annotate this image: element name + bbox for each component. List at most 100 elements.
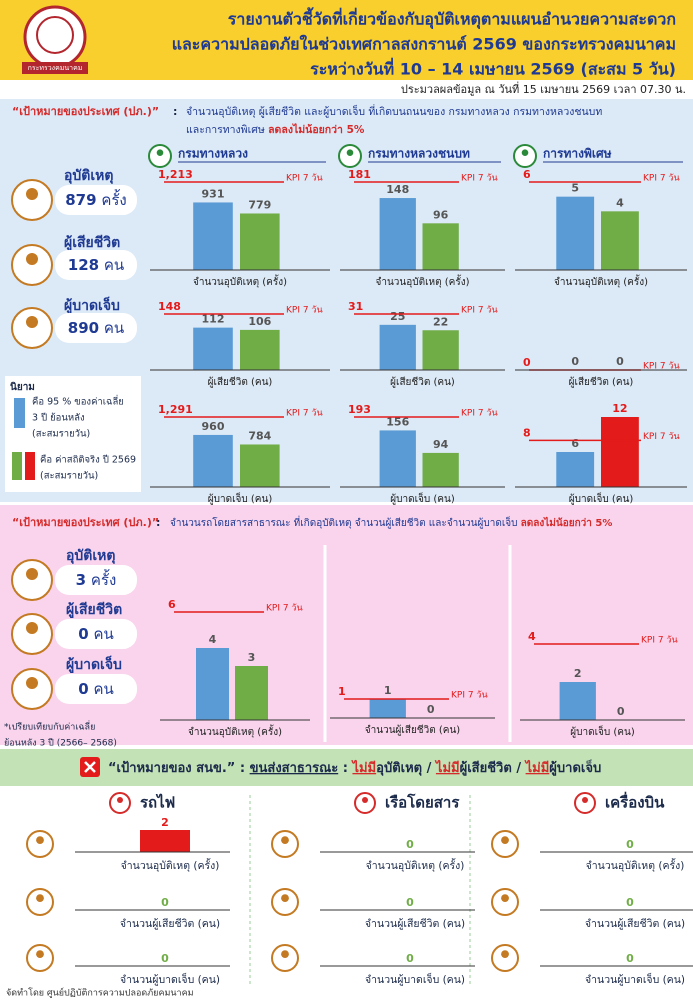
- goal-part: ผู้เสียชีวิต: [460, 760, 512, 776]
- legend-title: นิยาม: [10, 381, 35, 393]
- summary-label: ผู้บาดเจ็บ: [64, 296, 120, 314]
- icon-detail: [501, 836, 509, 844]
- value-label: 3: [248, 651, 256, 664]
- icon: [271, 944, 299, 972]
- summary-value-part: 890: [68, 319, 99, 337]
- icon-detail: [36, 836, 44, 844]
- icon-detail: [26, 253, 38, 265]
- summary-box: [55, 185, 137, 215]
- icon: [26, 830, 54, 858]
- bar: [379, 198, 416, 270]
- value-label: 0: [626, 896, 634, 909]
- value-label: 2: [574, 667, 582, 680]
- goal-part: /: [427, 761, 432, 776]
- summary-value-part: 0: [78, 680, 88, 698]
- bar: [369, 699, 406, 718]
- icon-detail: [362, 797, 368, 803]
- legend-text: (สะสมรายวัน): [32, 429, 90, 440]
- value-label: 4: [616, 196, 624, 209]
- bar: [240, 444, 280, 487]
- bar: [601, 417, 639, 487]
- row-label: จำนวนผู้บาดเจ็บ (คน): [365, 972, 465, 986]
- value-label: 22: [433, 315, 448, 328]
- bar: [559, 682, 596, 720]
- bar: [193, 434, 233, 487]
- row-label: จำนวนผู้เสียชีวิต (คน): [365, 917, 465, 930]
- legend-text: คือ ค่าสถิติจริง ปี 2569: [40, 454, 136, 466]
- header-band: [0, 0, 693, 80]
- goal-part: ไม่มี: [434, 759, 460, 776]
- section-label: “เป้าหมายของประเทศ (ปภ.)”: [12, 105, 159, 118]
- mode-name: เรือโดยสาร: [385, 793, 460, 812]
- mode-name: เครื่องบิน: [605, 792, 665, 812]
- value-label: 931: [202, 187, 225, 200]
- bar: [422, 452, 459, 487]
- value-label: 2: [161, 816, 169, 829]
- kpi-value: 193: [348, 403, 371, 416]
- goal-part: ขนส่งสาธารณะ: [250, 761, 339, 776]
- goal-part: ลดลงไม่น้อยกว่า 5%: [268, 123, 365, 136]
- icon-detail: [501, 950, 509, 958]
- value-label: 0: [617, 705, 625, 718]
- summary-box: [55, 250, 137, 280]
- title-line: ระหว่างวันที่ 10 – 14 เมษายน 2569 (สะสม …: [310, 58, 676, 79]
- section-label: “เป้าหมายของประเทศ (ปภ.)”: [12, 516, 159, 529]
- kpi-name: KPI 7 วัน: [461, 306, 498, 316]
- department-name: กรมทางหลวง: [178, 147, 248, 161]
- summary-value-part: ครั้ง: [91, 569, 116, 589]
- value-label: 106: [248, 315, 271, 328]
- value-label: 0: [571, 355, 579, 368]
- summary-box: [55, 565, 137, 595]
- value-label: 0: [616, 355, 624, 368]
- legend-text: คือ 95 % ของค่าเฉลี่ย: [32, 395, 124, 408]
- summary-value: 128 คน: [68, 256, 124, 274]
- goal-part: :: [343, 761, 348, 776]
- value-label: 960: [202, 420, 225, 433]
- bar: [193, 202, 233, 270]
- kpi-name: KPI 7 วัน: [641, 636, 678, 646]
- value-label: 0: [161, 896, 169, 909]
- summary-label: ผู้เสียชีวิต: [64, 235, 120, 251]
- icon-detail: [26, 677, 38, 689]
- footer: จัดทำโดย ศูนย์ปฏิบัติการความปลอดภัยคมนาค…: [6, 987, 194, 999]
- kpi-value: 148: [158, 300, 181, 313]
- kpi-name: KPI 7 วัน: [643, 432, 680, 442]
- summary-value-part: ครั้ง: [101, 189, 126, 209]
- row-label: จำนวนอุบัติเหตุ (ครั้ง): [121, 858, 220, 872]
- icon-detail: [521, 149, 529, 156]
- kpi-value: 4: [528, 630, 536, 643]
- value-label: 0: [626, 838, 634, 851]
- summary-box: [55, 619, 137, 649]
- colon: :: [173, 105, 177, 118]
- summary-value: 879 ครั้ง: [65, 189, 127, 209]
- icon-detail: [26, 188, 38, 200]
- department-name: การทางพิเศษ: [543, 147, 612, 161]
- bar: [240, 329, 280, 370]
- summary-value-part: 0: [78, 625, 88, 643]
- value-label: 0: [406, 896, 414, 909]
- icon: [271, 888, 299, 916]
- chart-label: ผู้เสียชีวิต (คน): [208, 376, 273, 388]
- chart-label: จำนวนอุบัติเหตุ (ครั้ง): [193, 274, 287, 288]
- value-label: 1: [384, 684, 392, 697]
- value-label: 0: [406, 838, 414, 851]
- value-label: 96: [433, 208, 449, 221]
- row-label: จำนวนอุบัติเหตุ (ครั้ง): [586, 858, 685, 872]
- value-label: 12: [612, 402, 627, 415]
- bar: [379, 430, 416, 487]
- kpi-name: KPI 7 วัน: [643, 362, 680, 372]
- kpi-name: KPI 7 วัน: [461, 409, 498, 419]
- row-label: จำนวนผู้บาดเจ็บ (คน): [585, 972, 685, 986]
- value-label: 0: [161, 952, 169, 965]
- icon: [271, 830, 299, 858]
- icon-detail: [501, 894, 509, 902]
- bar: [196, 648, 229, 720]
- bar: [235, 666, 268, 720]
- icon: [513, 144, 537, 168]
- summary-value: 890 คน: [68, 319, 124, 337]
- kpi-value: 1,291: [158, 403, 193, 416]
- value-label: 148: [386, 183, 409, 196]
- title-line: และความปลอดภัยในช่วงเทศกาลสงกรานต์ 2569 …: [172, 35, 676, 54]
- goal-part: ไม่มี: [350, 759, 376, 776]
- icon-detail: [346, 149, 354, 156]
